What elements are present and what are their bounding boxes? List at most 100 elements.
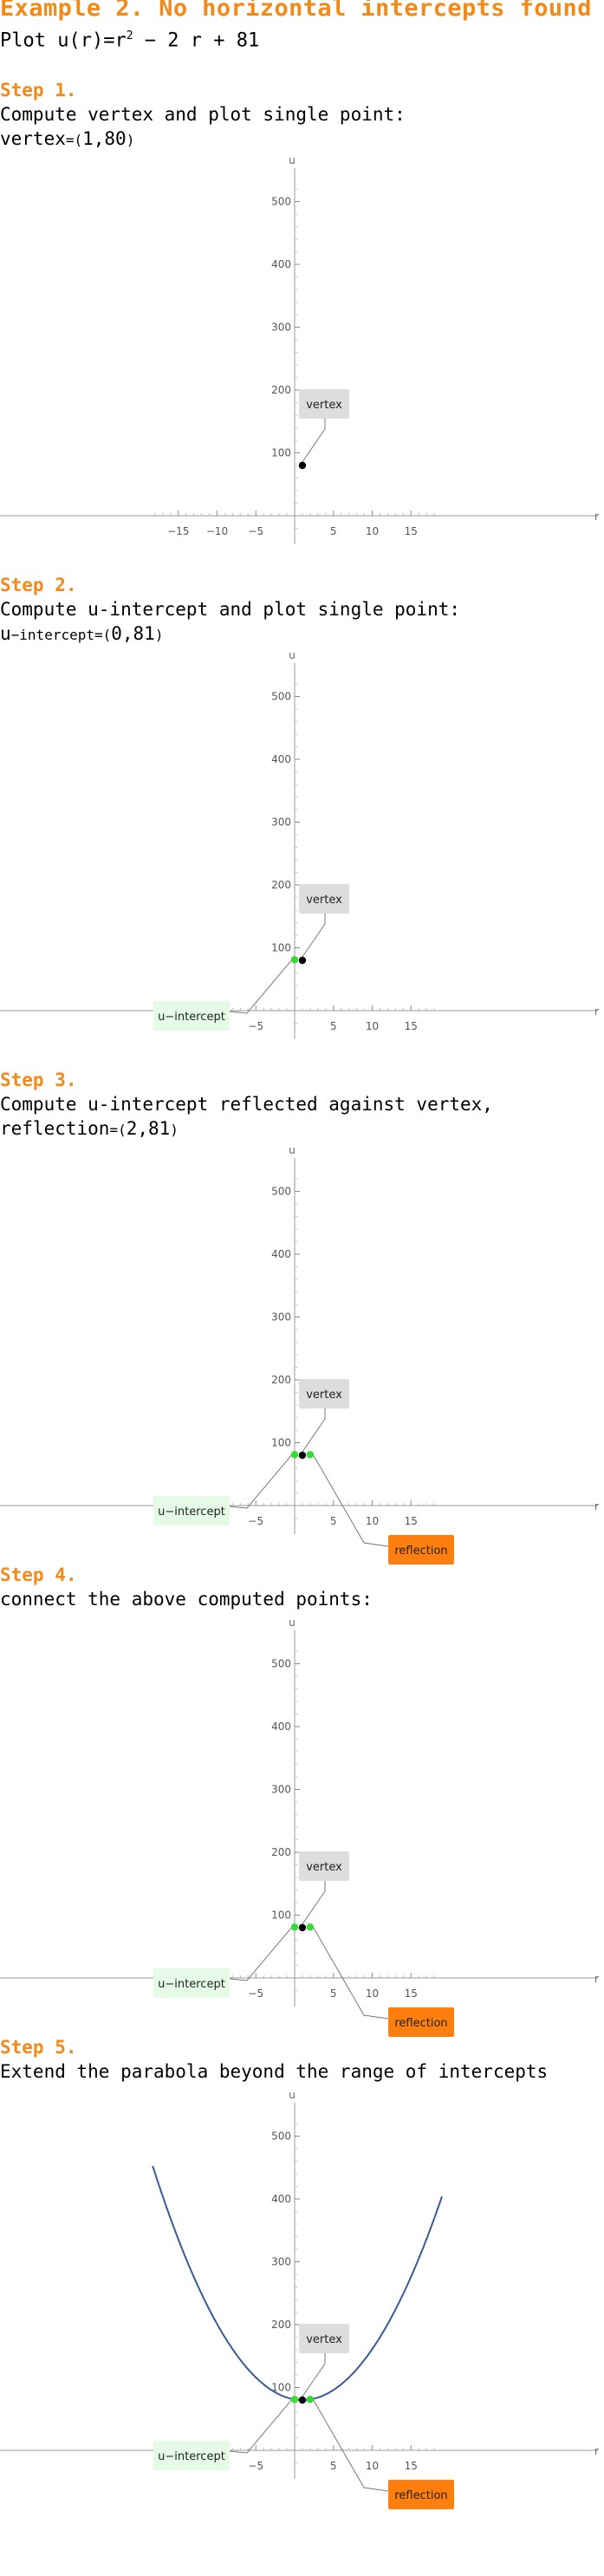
vertex-point bbox=[298, 1923, 307, 1932]
y-tick-label: 200 bbox=[271, 1374, 291, 1386]
y-tick-label: 500 bbox=[271, 196, 291, 208]
step-5-heading: Step 5. bbox=[0, 2037, 77, 2058]
intercept-callout-label: u−intercept bbox=[158, 1011, 225, 1024]
vertex-point bbox=[298, 461, 307, 470]
y-tick-label: 100 bbox=[271, 942, 291, 954]
reflection-leader-line bbox=[313, 2400, 389, 2492]
result-value: 0,81 bbox=[111, 623, 155, 644]
vertex-point bbox=[298, 956, 307, 965]
y-axis-label: u bbox=[289, 2089, 296, 2101]
step-5-plot: −15−10−551015100200300400500ruvertexu−in… bbox=[0, 2089, 599, 2509]
x-axis-label: r bbox=[594, 1005, 599, 1018]
vertex-leader-line bbox=[302, 2353, 326, 2397]
parabola-curve bbox=[152, 2165, 443, 2401]
y-tick-label: 400 bbox=[271, 1721, 291, 1733]
y-axis-label: u bbox=[289, 1144, 296, 1156]
result-name: u bbox=[0, 623, 11, 644]
function-statement: Plot u(r)=r2 − 2 r + 81 bbox=[0, 29, 259, 51]
y-tick-label: 100 bbox=[271, 1437, 291, 1449]
result-close: ) bbox=[126, 132, 135, 148]
x-axis-label: r bbox=[594, 1973, 599, 1985]
x-tick-label: 15 bbox=[405, 1515, 418, 1527]
step-3-text: Compute u-intercept reflected against ve… bbox=[0, 1094, 493, 1115]
function-name: u(r)=r bbox=[57, 29, 127, 52]
y-tick-label: 300 bbox=[271, 1784, 291, 1796]
page-title: Example 2. No horizontal intercepts foun… bbox=[0, 0, 592, 22]
y-tick-label: 300 bbox=[271, 816, 291, 829]
reflection-point bbox=[306, 2396, 315, 2404]
reflection-point bbox=[306, 1451, 315, 1459]
vertex-callout-label: vertex bbox=[306, 1389, 342, 1402]
y-tick-label: 300 bbox=[271, 1311, 291, 1324]
y-tick-label: 300 bbox=[271, 322, 291, 334]
reflection-callout-box bbox=[388, 1535, 454, 1564]
reflection-leader-line bbox=[313, 1928, 389, 2020]
reflection-callout-label: reflection bbox=[394, 2017, 447, 2030]
intercept-callout-label: u−intercept bbox=[158, 2450, 225, 2463]
y-tick-label: 200 bbox=[271, 2319, 291, 2331]
x-tick-label: 15 bbox=[405, 2460, 418, 2472]
intercept-callout-box bbox=[153, 2441, 230, 2470]
x-tick-label: 15 bbox=[405, 1020, 418, 1032]
intercept-leader-line bbox=[229, 2399, 292, 2454]
step-1-result: vertex=(1,80) bbox=[0, 128, 134, 149]
x-axis-label: r bbox=[594, 511, 599, 523]
y-tick-label: 400 bbox=[271, 753, 291, 765]
x-tick-label: 15 bbox=[405, 1987, 418, 2000]
y-tick-label: 100 bbox=[271, 447, 291, 459]
step-3-heading: Step 3. bbox=[0, 1070, 77, 1090]
step-2-plot: −15−10−551015100200300400500ruvertexu−in… bbox=[0, 649, 599, 1039]
x-tick-label: 10 bbox=[366, 1987, 379, 2000]
y-tick-label: 300 bbox=[271, 2256, 291, 2268]
y-tick-label: 200 bbox=[271, 1846, 291, 1858]
intercept-callout-box bbox=[153, 1968, 230, 1998]
vertex-callout-label: vertex bbox=[306, 1861, 342, 1874]
step-1-text: Compute vertex and plot single point: bbox=[0, 104, 406, 125]
x-tick-label: 5 bbox=[330, 1987, 337, 2000]
vertex-callout-label: vertex bbox=[306, 894, 342, 907]
reflection-leader-line bbox=[313, 1455, 389, 1547]
intercept-point bbox=[290, 2396, 299, 2404]
result-name: reflection bbox=[0, 1118, 110, 1139]
x-tick-label: 10 bbox=[366, 1020, 379, 1032]
intercept-callout-label: u−intercept bbox=[158, 1978, 225, 1991]
x-tick-label: 10 bbox=[366, 2460, 379, 2472]
intercept-callout-box bbox=[153, 1496, 230, 1525]
vertex-point bbox=[298, 2396, 307, 2404]
vertex-callout-box bbox=[299, 884, 349, 914]
x-tick-label: 10 bbox=[366, 525, 379, 537]
step-4-plot: −15−10−551015100200300400500ruvertexu−in… bbox=[0, 1617, 599, 2037]
x-axis-label: r bbox=[594, 1500, 599, 1512]
step-2-text: Compute u-intercept and plot single poin… bbox=[0, 599, 461, 620]
x-tick-label: 5 bbox=[330, 1515, 337, 1527]
x-tick-label: 15 bbox=[405, 525, 418, 537]
x-tick-label: 5 bbox=[330, 1020, 337, 1032]
result-value: 1,80 bbox=[82, 128, 127, 149]
step-3-result: reflection=(2,81) bbox=[0, 1118, 179, 1139]
vertex-callout-box bbox=[299, 2324, 349, 2353]
vertex-leader-line bbox=[302, 914, 326, 958]
y-tick-label: 400 bbox=[271, 258, 291, 270]
plot-prefix: Plot bbox=[0, 29, 58, 52]
step-5-text: Extend the parabola beyond the range of … bbox=[0, 2061, 549, 2082]
step-3-plot: −15−10−551015100200300400500ruvertexu−in… bbox=[0, 1144, 599, 1564]
result-close: ) bbox=[170, 1122, 179, 1138]
y-tick-label: 400 bbox=[271, 1248, 291, 1260]
y-tick-label: 500 bbox=[271, 691, 291, 703]
intercept-leader-line bbox=[229, 1927, 292, 1981]
vertex-point bbox=[298, 1451, 307, 1460]
x-tick-label: −5 bbox=[248, 1515, 263, 1527]
x-tick-label: 5 bbox=[330, 525, 337, 537]
x-tick-label: −5 bbox=[248, 1020, 263, 1032]
y-tick-label: 400 bbox=[271, 2193, 291, 2205]
vertex-leader-line bbox=[302, 1408, 326, 1453]
y-tick-label: 100 bbox=[271, 1909, 291, 1922]
intercept-point bbox=[290, 1451, 299, 1459]
vertex-leader-line bbox=[302, 1881, 326, 1925]
y-axis-label: u bbox=[289, 1617, 296, 1629]
x-tick-label: −5 bbox=[248, 525, 263, 537]
vertex-callout-box bbox=[299, 389, 349, 419]
intercept-callout-box bbox=[153, 1001, 230, 1031]
vertex-callout-label: vertex bbox=[306, 2333, 342, 2346]
vertex-callout-box bbox=[299, 1851, 349, 1881]
